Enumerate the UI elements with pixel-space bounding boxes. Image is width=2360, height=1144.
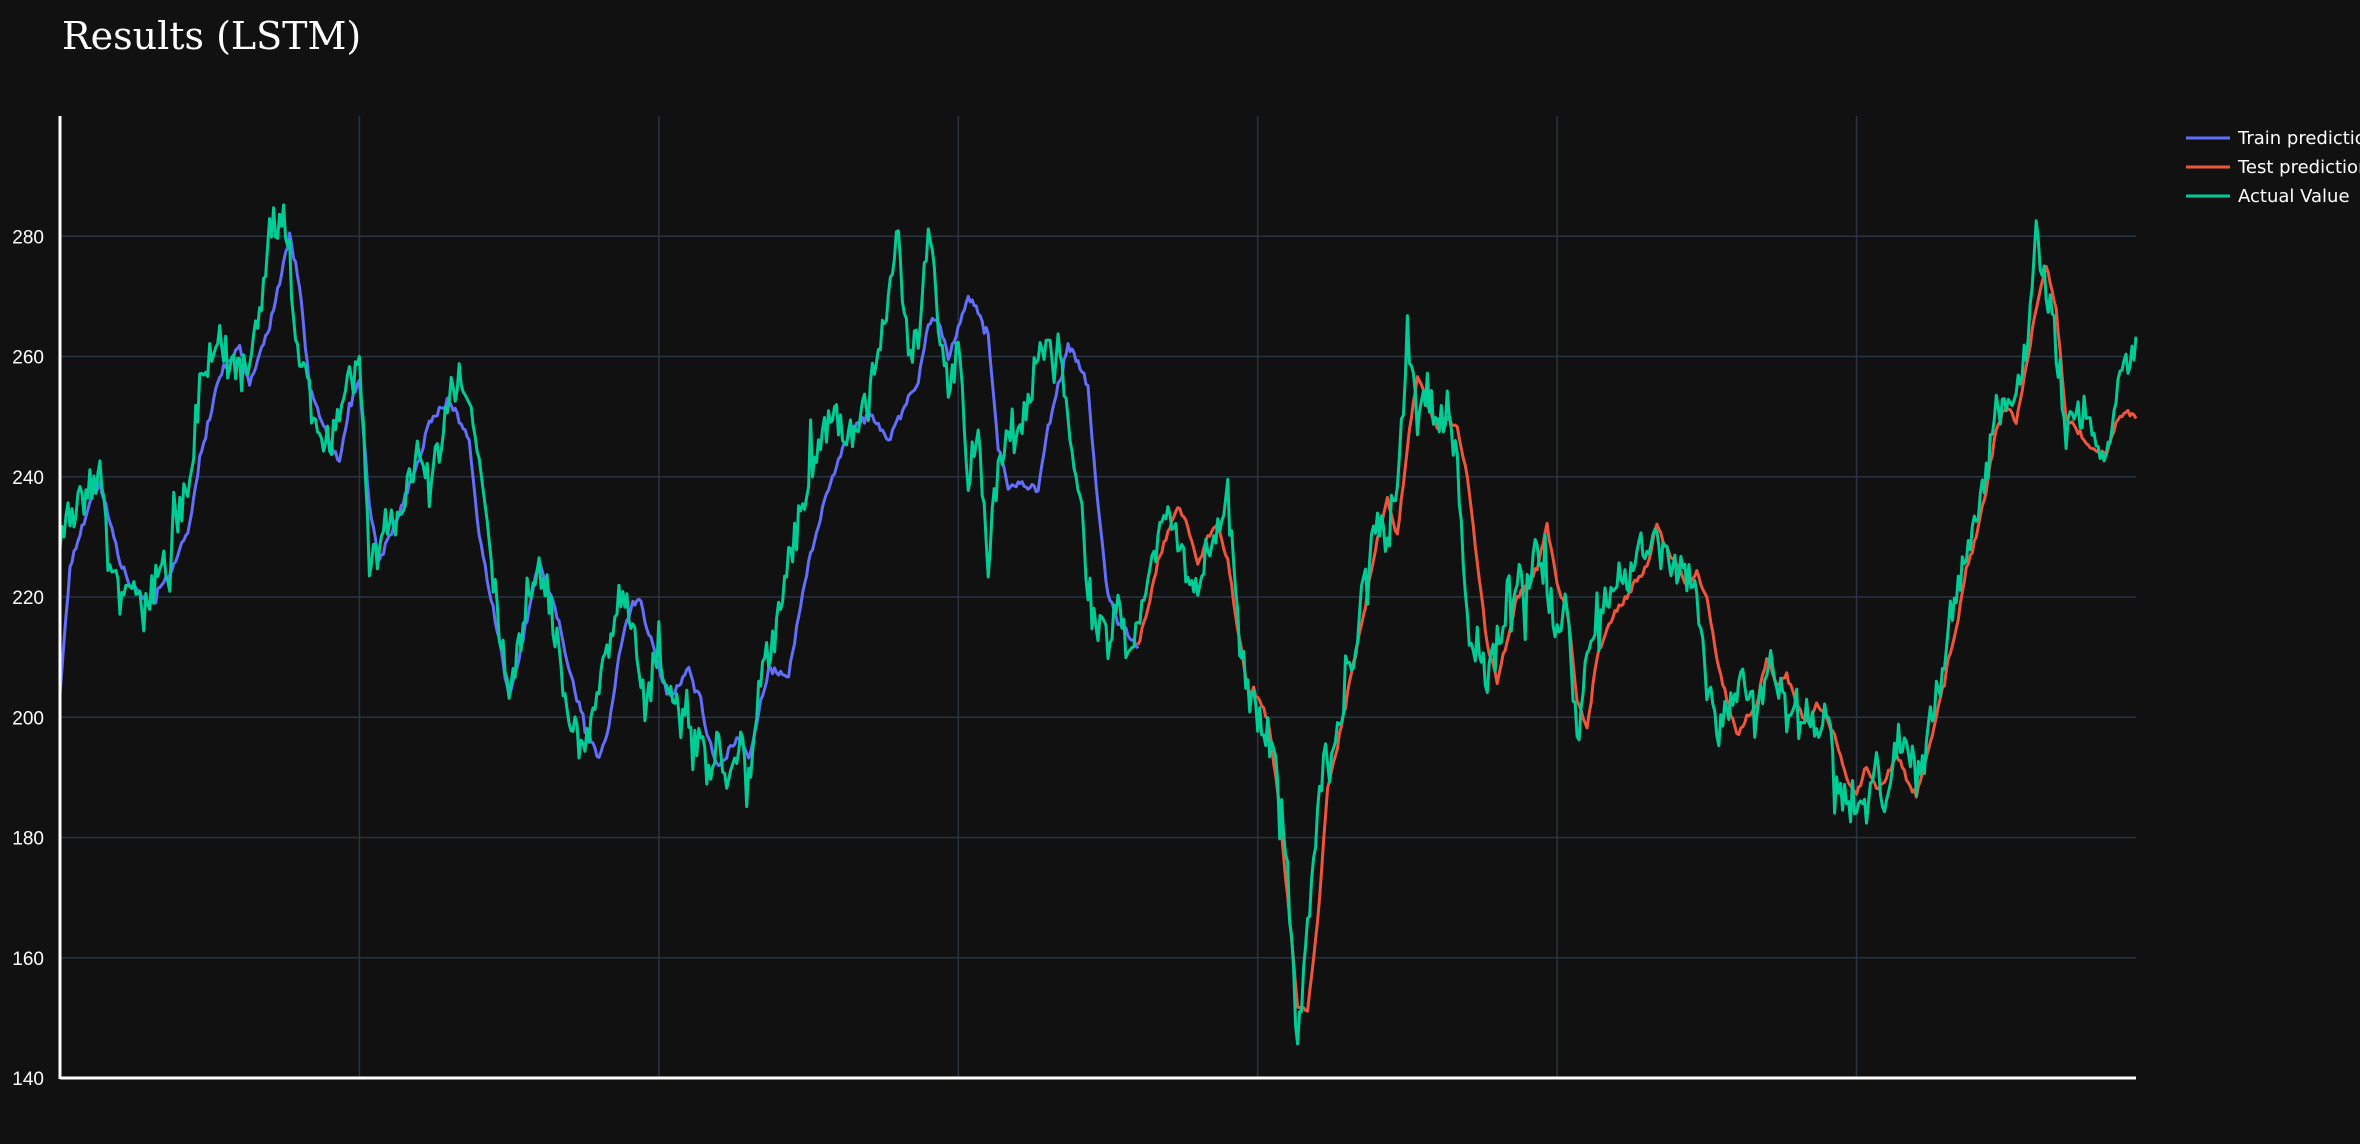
y-tick-label: 160 xyxy=(12,949,44,970)
legend-item-label: Train prediction xyxy=(2237,128,2360,149)
y-tick-label: 260 xyxy=(12,348,44,369)
y-tick-label: 220 xyxy=(12,588,44,609)
y-tick-label: 200 xyxy=(12,708,44,729)
grid-layer xyxy=(60,116,2136,1079)
y-tick-label: 240 xyxy=(12,468,44,489)
series-line-actual-value xyxy=(58,203,2138,1046)
legend-item-label: Test prediction xyxy=(2237,157,2360,178)
legend[interactable]: Train prediction Test prediction Actual Va… xyxy=(2186,128,2360,207)
y-tick-label: 280 xyxy=(12,227,44,248)
y-tick-label: 180 xyxy=(12,829,44,850)
y-tick-label: 140 xyxy=(12,1069,44,1090)
legend-item-label: Actual Value xyxy=(2238,186,2350,207)
series-line-test-prediction xyxy=(1136,264,2138,1013)
axis-layer: 140 160 180 200 220 240 260 280 xyxy=(12,116,2136,1090)
series-line-train-prediction xyxy=(58,231,1140,768)
chart-title: Results (LSTM) xyxy=(62,14,362,58)
series-layer xyxy=(58,203,2138,1046)
